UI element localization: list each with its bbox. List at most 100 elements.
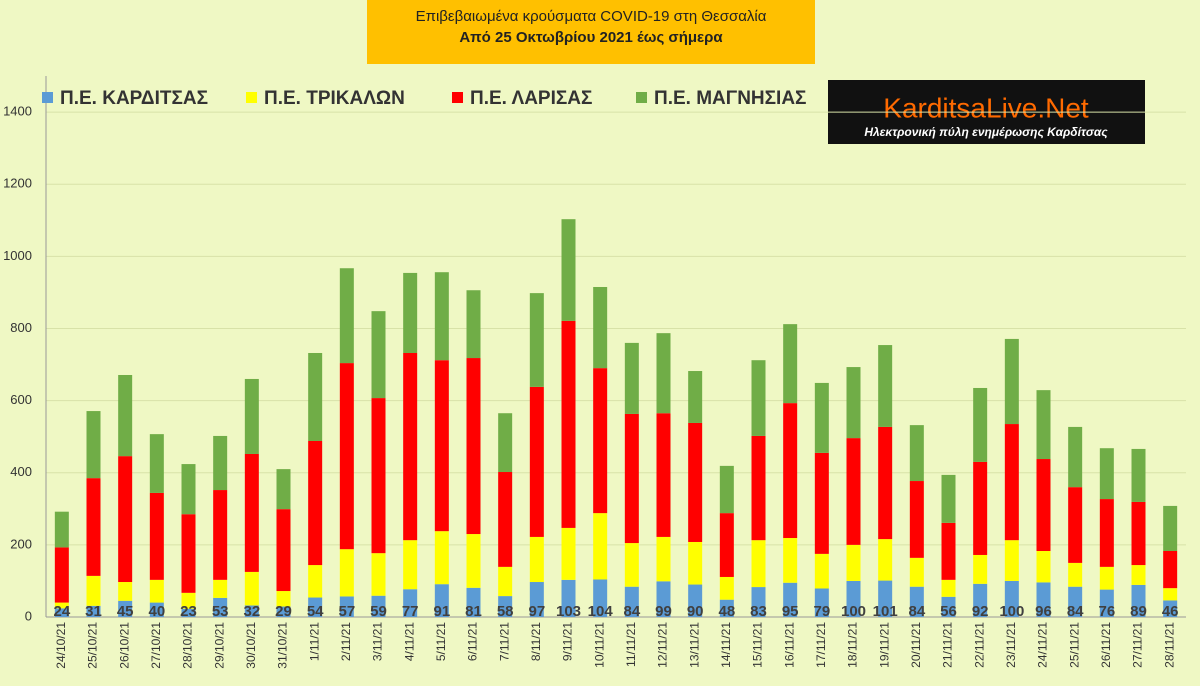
- bar-segment: [149, 579, 164, 603]
- bar-segment: [941, 522, 956, 580]
- bar-segment: [339, 549, 354, 597]
- bar-segment: [339, 363, 354, 550]
- bar-segment: [466, 290, 481, 359]
- x-tick-label: 15/11/21: [751, 622, 765, 668]
- bar-segment: [688, 422, 703, 542]
- bar-segment: [878, 426, 893, 540]
- bar-segment: [529, 582, 544, 617]
- x-tick-label: 24/10/21: [54, 622, 68, 669]
- x-tick-label: 31/10/21: [276, 622, 290, 669]
- data-label: 24: [53, 603, 70, 620]
- bar-segment: [941, 474, 956, 523]
- data-label: 53: [212, 603, 229, 620]
- bar-segment: [244, 605, 259, 617]
- data-label: 48: [718, 603, 735, 620]
- bar-segment: [276, 591, 291, 607]
- x-tick-label: 30/10/21: [244, 622, 258, 669]
- bar-segment: [1163, 600, 1178, 617]
- x-tick-label: 29/10/21: [212, 622, 226, 669]
- bar-segment: [719, 513, 734, 577]
- x-tick-label: 25/11/21: [1067, 622, 1081, 668]
- x-tick-label: 9/11/21: [561, 622, 575, 661]
- bar-segment: [561, 320, 576, 528]
- x-tick-label: 7/11/21: [497, 622, 511, 661]
- bar-segment: [86, 605, 101, 617]
- bar-segment: [941, 579, 956, 597]
- bar-segment: [846, 438, 861, 545]
- x-tick-label: 8/11/21: [529, 622, 543, 661]
- bar-segment: [308, 352, 323, 441]
- bar-segment: [1131, 448, 1146, 502]
- data-label: 104: [588, 603, 614, 620]
- bar-segment: [783, 403, 798, 539]
- data-label: 103: [556, 603, 581, 620]
- data-label: 54: [307, 603, 324, 620]
- bar-segment: [213, 490, 228, 580]
- data-label: 81: [465, 603, 482, 620]
- bar-segment: [498, 413, 513, 473]
- data-label: 40: [148, 603, 165, 620]
- y-tick-label: 400: [10, 464, 32, 479]
- bar-segment: [656, 581, 671, 617]
- bar-segment: [244, 378, 259, 454]
- legend-swatch: [636, 92, 647, 103]
- bar-segment: [403, 589, 418, 617]
- legend-swatch: [42, 92, 53, 103]
- x-tick-label: 26/11/21: [1099, 622, 1113, 668]
- bar-segment: [434, 584, 449, 617]
- x-tick-label: 4/11/21: [402, 622, 416, 661]
- bar-segment: [529, 386, 544, 537]
- y-tick-label: 200: [10, 536, 32, 551]
- bar-segment: [656, 333, 671, 414]
- bar-segment: [529, 536, 544, 583]
- x-tick-label: 5/11/21: [434, 622, 448, 661]
- x-tick-label: 2/11/21: [339, 622, 353, 661]
- bar-segment: [149, 434, 164, 493]
- bar-segment: [719, 599, 734, 617]
- bar-segment: [624, 586, 639, 617]
- bar-segment: [339, 268, 354, 364]
- x-tick-label: 27/11/21: [1131, 622, 1145, 668]
- data-label: 58: [497, 603, 514, 620]
- bar-segment: [308, 597, 323, 617]
- logo-name: KarditsaLive.Net: [883, 92, 1089, 123]
- bar-segment: [403, 352, 418, 541]
- bar-segment: [846, 367, 861, 439]
- bar-segment: [814, 382, 829, 453]
- bar-segment: [561, 527, 576, 580]
- bar-segment: [371, 595, 386, 617]
- y-tick-label: 600: [10, 392, 32, 407]
- bar-segment: [86, 478, 101, 576]
- bar-segment: [213, 435, 228, 491]
- data-label: 46: [1162, 603, 1179, 620]
- bar-segment: [1131, 565, 1146, 585]
- bar-segment: [846, 580, 861, 617]
- y-tick-label: 800: [10, 320, 32, 335]
- data-label: 99: [655, 603, 672, 620]
- x-tick-label: 24/11/21: [1036, 622, 1050, 668]
- x-tick-label: 3/11/21: [371, 622, 385, 661]
- bar-segment: [466, 534, 481, 588]
- bar-segment: [783, 324, 798, 404]
- bar-segment: [403, 272, 418, 353]
- bar-segment: [1036, 550, 1051, 583]
- x-tick-label: 14/11/21: [719, 622, 733, 668]
- bar-segment: [434, 360, 449, 532]
- bar-segment: [213, 579, 228, 598]
- bar-segment: [973, 461, 988, 555]
- x-tick-label: 21/11/21: [941, 622, 955, 668]
- bar-segment: [624, 413, 639, 544]
- legend-label: Π.Ε. ΚΑΡΔΙΤΣΑΣ: [60, 88, 208, 109]
- bar-segment: [1068, 426, 1083, 488]
- x-tick-label: 25/10/21: [86, 622, 100, 669]
- bar-segment: [751, 435, 766, 541]
- bar-segment: [244, 453, 259, 572]
- bar-segment: [561, 579, 576, 617]
- legend-swatch: [246, 92, 257, 103]
- data-label: 95: [782, 603, 799, 620]
- legend-label: Π.Ε. ΜΑΓΝΗΣΙΑΣ: [654, 88, 806, 109]
- y-tick-label: 1200: [3, 176, 32, 191]
- bar-segment: [1036, 459, 1051, 551]
